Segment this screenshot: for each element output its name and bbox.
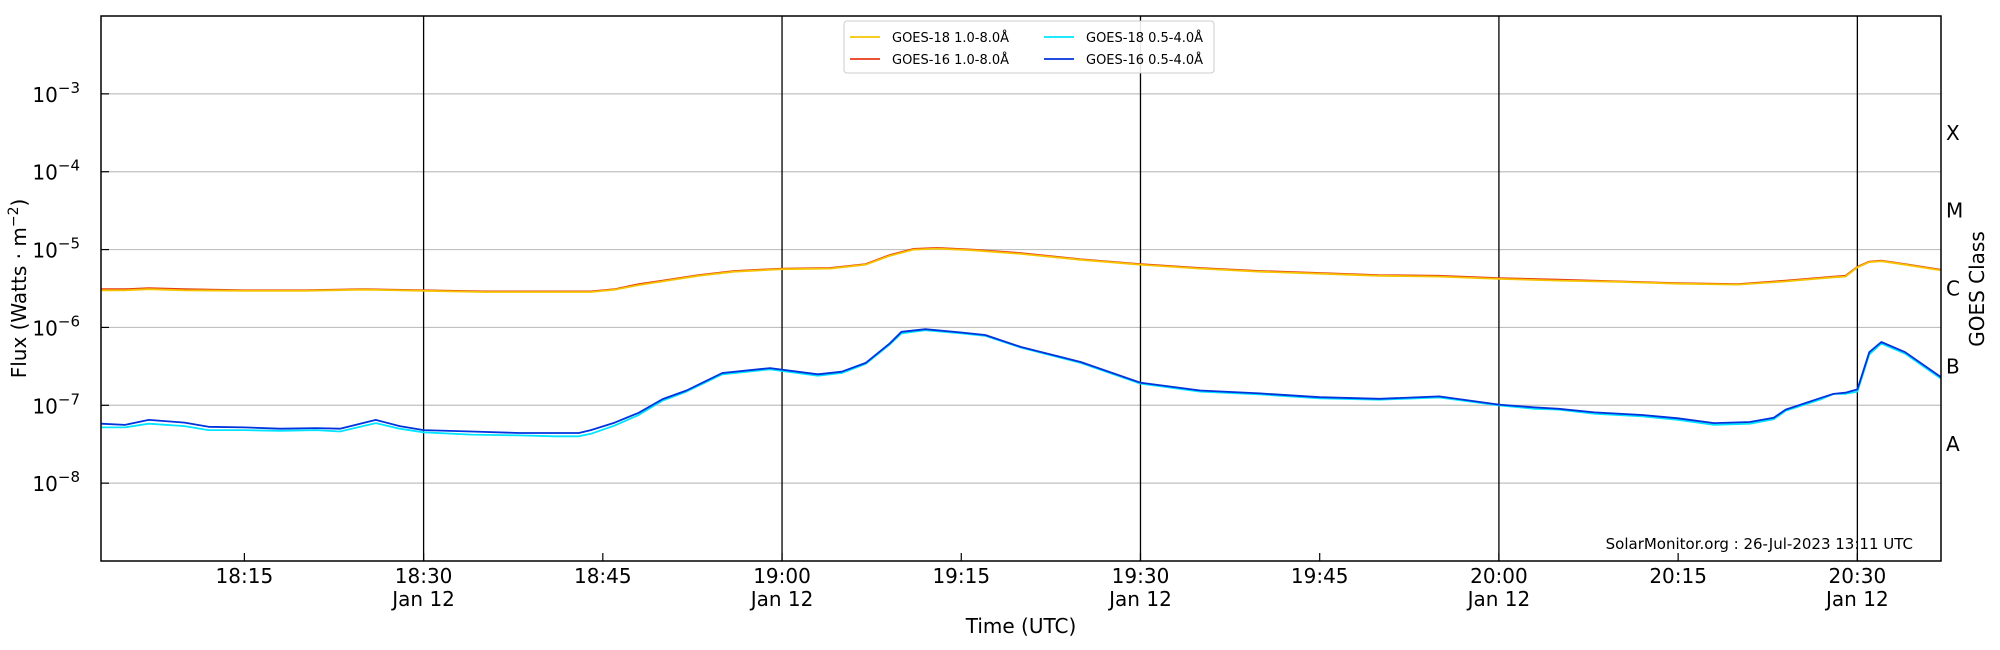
x-tick-label: 20:15 <box>1649 564 1707 588</box>
x-tick-label: 19:00 <box>753 564 811 588</box>
goes-class-label-b: B <box>1946 354 1960 378</box>
series-line-3 <box>100 328 1942 434</box>
goes-class-axis-label: GOES Class <box>1965 231 1989 347</box>
goes-class-label-m: M <box>1946 199 1963 223</box>
series-line-2 <box>101 329 1942 438</box>
y-tick-label: 10−3 <box>32 79 80 107</box>
y-tick-label: 10−5 <box>32 235 80 263</box>
goes-class-label-a: A <box>1946 432 1960 456</box>
x-axis-label: Time (UTC) <box>965 614 1077 638</box>
x-tick-label: 20:00 <box>1470 564 1528 588</box>
x-tick-label: 19:45 <box>1291 564 1349 588</box>
series-line-1 <box>101 247 1942 293</box>
x-tick-label: 18:30 <box>395 564 453 588</box>
legend-entry-label: GOES-16 1.0-8.0Å <box>892 52 1009 68</box>
vertical-lines-layer <box>422 16 1859 561</box>
goes-class-labels: X M C B A <box>1946 121 1963 456</box>
legend-entry-label: GOES-18 0.5-4.0Å <box>1086 30 1203 46</box>
legend-entry-label: GOES-18 1.0-8.0Å <box>892 30 1009 46</box>
y-tick-label: 10−7 <box>32 390 80 418</box>
x-tick-label: 19:15 <box>932 564 990 588</box>
x-tick-date-label: Jan 12 <box>1107 587 1172 611</box>
x-tick-label: 19:30 <box>1112 564 1170 588</box>
x-tick-date-label: Jan 12 <box>1466 587 1531 611</box>
y-tick-label: 10−4 <box>32 157 80 185</box>
plot-frame <box>100 15 1942 562</box>
goes-class-label-x: X <box>1946 121 1960 145</box>
goes-class-label-c: C <box>1946 277 1960 301</box>
legend-box <box>843 20 1215 74</box>
y-ticks: 10−8 10−7 10−6 10−5 10−4 10−3 <box>32 79 109 496</box>
x-tick-label: 18:15 <box>216 564 274 588</box>
grid-layer <box>101 93 1941 484</box>
x-tick-date-label: Jan 12 <box>749 587 814 611</box>
watermark-text: SolarMonitor.org : 26-Jul-2023 13:11 UTC <box>1606 535 1913 553</box>
x-tick-date-label: Jan 12 <box>390 587 455 611</box>
legend-entry-label: GOES-16 0.5-4.0Å <box>1086 52 1203 68</box>
y-tick-label: 10−8 <box>32 468 80 496</box>
legend: GOES-18 1.0-8.0Å GOES-18 0.5-4.0Å GOES-16 … <box>843 20 1215 74</box>
series-layer <box>100 246 1942 438</box>
y-tick-label: 10−6 <box>32 312 80 340</box>
x-tick-date-label: Jan 12 <box>1824 587 1889 611</box>
x-tick-label: 18:45 <box>574 564 632 588</box>
x-tick-label: 20:30 <box>1829 564 1887 588</box>
y-axis-label: Flux (Watts · m−2) <box>6 199 31 379</box>
